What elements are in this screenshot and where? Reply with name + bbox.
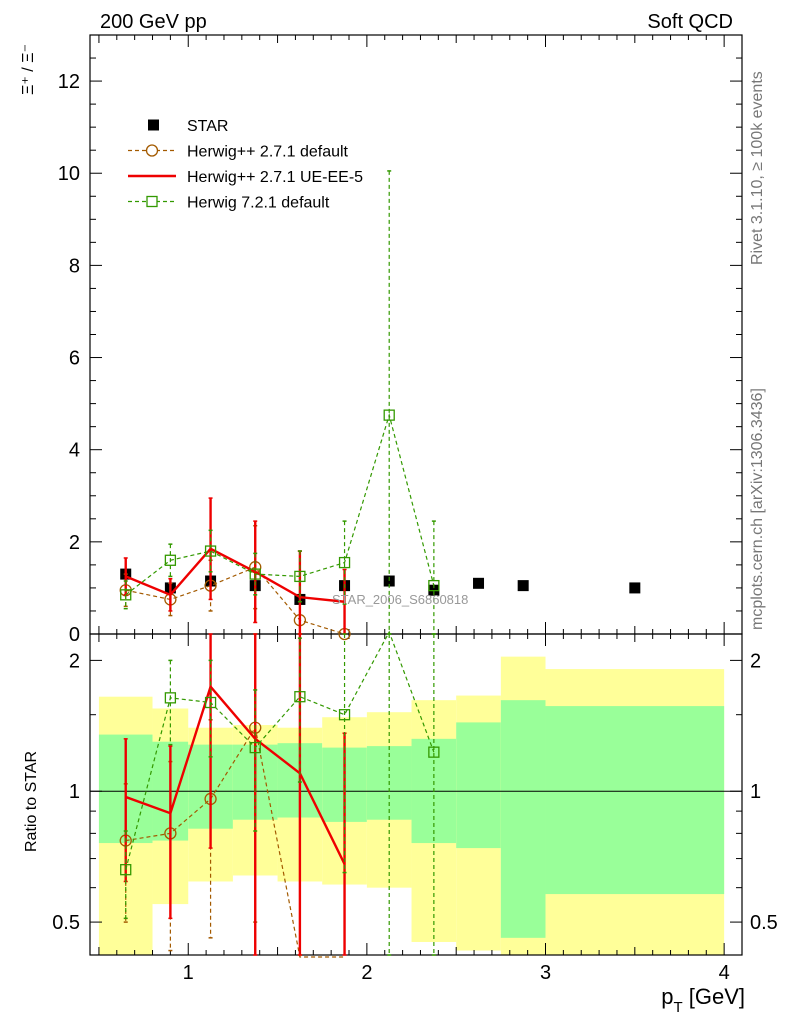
data-point	[294, 691, 306, 703]
x-axis-label: pT [GeV]	[661, 984, 745, 1016]
data-point	[164, 554, 177, 566]
green-band-8	[456, 722, 501, 849]
header-right: Soft QCD	[647, 11, 733, 33]
legend-item-herwig-2-7-1-default: Herwig++ 2.7.1 default	[128, 144, 349, 161]
data-point	[249, 568, 261, 580]
legend-marker	[148, 119, 159, 131]
data-point	[294, 570, 306, 583]
series-line	[125, 684, 346, 865]
data-point	[204, 696, 217, 709]
watermark: STAR_2006_S6860818	[332, 592, 468, 607]
legend-marker	[145, 144, 159, 157]
data-point	[249, 741, 261, 754]
ratio-y-tick-label: 1	[69, 781, 80, 803]
ratio-series	[119, 630, 440, 958]
mcplots-label: mcplots.cern.ch [arXiv:1306.3436]	[749, 388, 766, 630]
y-tick-label: 8	[69, 255, 80, 277]
legend-item-herwig-7-2-1-default: Herwig 7.2.1 default	[128, 195, 330, 212]
green-band-10	[545, 706, 725, 895]
data-point	[428, 579, 440, 592]
series-line	[125, 547, 345, 603]
x-tick-label: 2	[361, 962, 372, 984]
legend-label: Herwig 7.2.1 default	[187, 195, 330, 212]
series-herwig-2-7-1-ue-ee-5	[123, 497, 347, 635]
ratio-y-tick-label-right: 1	[750, 781, 761, 803]
ratio-y-tick-label: 2	[69, 650, 80, 672]
green-band-9	[500, 700, 546, 938]
data-point	[428, 746, 440, 758]
series-line	[125, 566, 345, 635]
data-point	[517, 580, 529, 592]
legend-marker	[146, 195, 158, 208]
x-tick-label: 1	[183, 962, 194, 984]
ratio-y-tick-label-right: 0.5	[750, 912, 778, 934]
legend-item-star: STAR	[148, 118, 228, 135]
x-tick-label: 3	[540, 962, 551, 984]
x-tick-label: 4	[719, 962, 730, 984]
data-point	[473, 577, 485, 589]
header-left: 200 GeV pp	[100, 11, 207, 33]
series-herwig-7-2-1-default	[120, 630, 440, 956]
data-point	[164, 692, 177, 704]
series-line	[125, 726, 345, 958]
series-line	[125, 412, 435, 596]
rivet-version-label: Rivet 3.1.10, ≥ 100k events	[749, 71, 766, 265]
y-tick-label: 2	[69, 532, 80, 554]
y-axis-label-main: Ξ⁺ / Ξ⁻	[20, 44, 37, 95]
series-line	[125, 630, 435, 870]
y-tick-label: 6	[69, 348, 80, 370]
y-tick-label: 0	[69, 624, 80, 646]
y-tick-label: 12	[58, 71, 80, 93]
series-herwig-7-2-1-default	[120, 170, 440, 635]
data-point	[338, 709, 351, 721]
ratio-frame	[89, 633, 743, 956]
data-point	[338, 556, 351, 569]
ratio-y-tick-label: 0.5	[52, 912, 80, 934]
data-point	[120, 589, 132, 601]
legend-label: STAR	[187, 118, 228, 135]
legend: STAR Herwig++ 2.7.1 default Herwig++ 2.7.1…	[128, 118, 363, 212]
y-axis-label-ratio: Ratio to STAR	[23, 751, 40, 852]
y-tick-label: 4	[69, 440, 80, 462]
data-point	[383, 575, 395, 587]
data-point	[629, 582, 641, 594]
legend-label: Herwig++ 2.7.1 UE-EE-5	[187, 169, 363, 186]
data-point	[120, 864, 132, 876]
legend-label: Herwig++ 2.7.1 default	[187, 144, 349, 161]
y-tick-label: 10	[58, 163, 80, 185]
data-point	[383, 409, 395, 421]
series-herwig-2-7-1-default	[119, 524, 351, 641]
ratio-uncertainty-bands	[98, 656, 725, 955]
legend-item-herwig-2-7-1-ue-ee-5: Herwig++ 2.7.1 UE-EE-5	[128, 169, 363, 186]
data-point	[204, 545, 217, 557]
ratio-y-tick-label-right: 2	[750, 650, 761, 672]
main-series	[119, 170, 641, 641]
